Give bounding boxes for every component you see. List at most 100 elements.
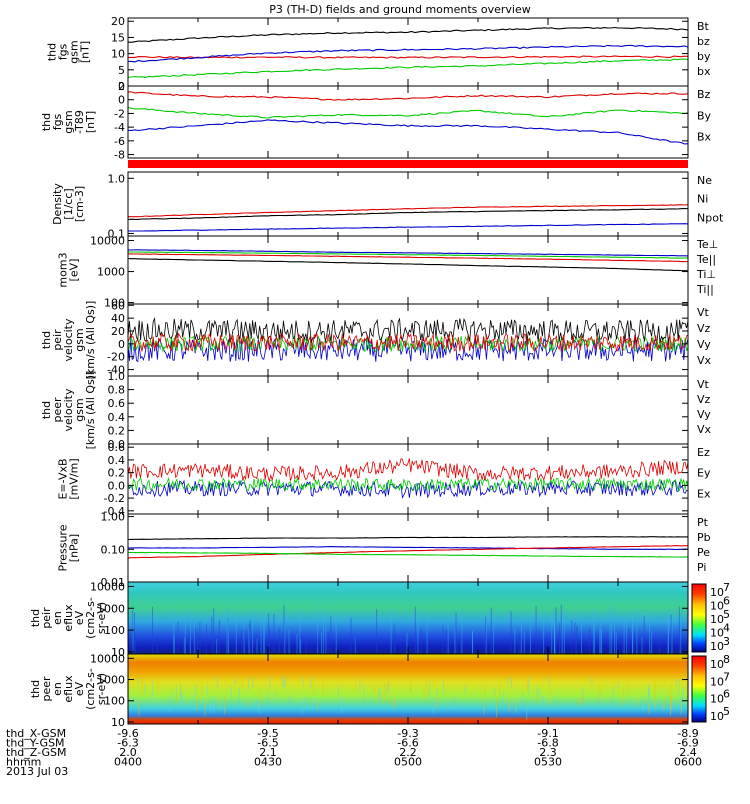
legend-entry: Bx: [697, 131, 712, 144]
colorbar-tick-label: 10: [710, 613, 724, 626]
y-axis-label: [km/s (All Qs)]: [84, 371, 97, 450]
y-tick-label: 0: [118, 94, 125, 107]
y-tick-label: -20: [107, 351, 125, 364]
legend-entry: Ne: [697, 174, 712, 187]
panel-ion-spectrogram: [127, 581, 707, 655]
y-axis-label: [km/s (All Qs)]: [84, 301, 97, 380]
x-axis-row-label: thd_Y-GSM: [6, 737, 65, 750]
panel-frame: [127, 171, 689, 237]
y-axis-label: fgs: [51, 113, 64, 130]
y-tick-label: -40: [107, 364, 125, 377]
panel-temperature: [127, 235, 689, 305]
colorbar-tick-exponent: 5: [723, 608, 730, 621]
spectrogram-field: [128, 582, 688, 654]
x-axis-value: -6.6: [397, 737, 418, 750]
series-line-3: [127, 258, 689, 272]
panel-fgs-mag: [127, 17, 689, 87]
y-tick-label: -2: [114, 107, 125, 120]
legend-entry: Pb: [697, 531, 711, 544]
y-tick-label: 100: [104, 297, 125, 310]
panel-e-field: [127, 443, 689, 515]
y-axis-label: fgs: [57, 43, 70, 60]
y-axis-label: E=-VxB: [57, 458, 70, 499]
y-tick-label: 0.01: [101, 576, 126, 589]
series-line-2: [127, 58, 689, 78]
x-axis-value: 2.4: [679, 746, 697, 759]
y-tick-label: 1000: [97, 674, 125, 687]
colorbar-tick-exponent: 8: [723, 653, 730, 666]
x-axis-value: -9.6: [117, 727, 138, 740]
panel-electron-spectrogram: [127, 653, 707, 725]
y-tick-label: 10: [111, 716, 125, 729]
x-axis-value: 0500: [394, 756, 422, 769]
legend-entry: Te⊥: [696, 238, 718, 251]
y-axis-label: peer: [40, 676, 53, 702]
y-tick-label: 0.0: [108, 438, 126, 451]
series-line-3: [127, 551, 688, 558]
y-axis-label: eV: [73, 610, 86, 625]
y-axis-label: mom3: [57, 252, 70, 287]
y-tick-label: 0.2: [108, 467, 126, 480]
figure-title: P3 (TH-D) fields and ground moments over…: [269, 3, 531, 16]
legend-entry: Bz: [697, 88, 711, 101]
legend-entry: Npot: [697, 211, 724, 224]
y-axis-label: peir: [40, 607, 53, 629]
y-tick-label: 0.2: [108, 424, 126, 437]
y-tick-label: 0.4: [108, 454, 126, 467]
y-axis-label: peer: [51, 397, 64, 423]
y-tick-label: 0.6: [108, 397, 126, 410]
legend-entry: Vz: [697, 322, 711, 335]
colorbar-tick-label: 10: [710, 658, 724, 671]
y-axis-label: peir: [51, 329, 64, 351]
x-axis-row-label: thd_X-GSM: [6, 727, 66, 740]
y-tick-label: 2: [118, 80, 125, 93]
panel-frame: [127, 375, 689, 445]
y-tick-label: 0: [118, 80, 125, 93]
y-tick-label: 100: [104, 695, 125, 708]
series-line-2: [127, 253, 689, 263]
x-axis-value: -6.8: [537, 737, 558, 750]
colorbar-tick-label: 10: [710, 693, 724, 706]
y-tick-label: 100: [104, 624, 125, 637]
y-axis-label: [cm-3]: [73, 186, 86, 222]
colorbar-tick-label: 10: [710, 627, 724, 640]
legend-entry: Pe: [697, 546, 710, 559]
y-axis-label: [mV/m]: [68, 458, 81, 499]
y-tick-label: -4: [114, 121, 125, 134]
y-tick-label: -0.2: [104, 492, 125, 505]
panel-density: [127, 171, 689, 237]
colorbar-tick-exponent: 7: [723, 581, 730, 594]
y-tick-label: 1.0: [108, 370, 126, 383]
y-tick-label: 1000: [97, 602, 125, 615]
legend-entry: Vx: [697, 423, 712, 436]
x-axis-value: 2.1: [259, 746, 277, 759]
y-tick-label: 0.0: [108, 479, 126, 492]
series-line-0: [127, 536, 688, 541]
legend-entry: Vz: [697, 393, 711, 406]
y-axis-label: gsm: [62, 110, 75, 133]
y-axis-label: [1/cc]: [62, 188, 75, 219]
y-axis-label: sr-eV): [95, 673, 108, 705]
y-tick-label: 5: [118, 64, 125, 77]
x-axis-date: 2013 Jul 03: [6, 765, 68, 778]
series-line-2: [127, 545, 688, 559]
panel-frame: [127, 17, 689, 87]
x-axis-value: -9.3: [397, 727, 418, 740]
y-tick-label: 10: [111, 646, 125, 659]
y-tick-label: 10000: [90, 235, 125, 248]
series-line-1: [128, 55, 689, 59]
y-axis-label: (cm2-s-: [84, 668, 97, 710]
y-axis-label: thd: [40, 401, 53, 419]
y-tick-label: 60: [111, 299, 125, 312]
y-axis-label: Pressure: [57, 524, 70, 571]
legend-entry: By: [697, 109, 712, 122]
y-tick-label: -6: [114, 135, 125, 148]
y-axis-label: (cm2-s-: [84, 597, 97, 639]
colorbar-tick-label: 10: [710, 600, 724, 613]
y-axis-label: eV: [73, 681, 86, 696]
y-axis-label: -T89: [73, 110, 86, 134]
colorbar-tick-exponent: 6: [723, 595, 730, 608]
colorbar-tick-exponent: 7: [723, 670, 730, 683]
y-tick-label: 20: [111, 325, 125, 338]
